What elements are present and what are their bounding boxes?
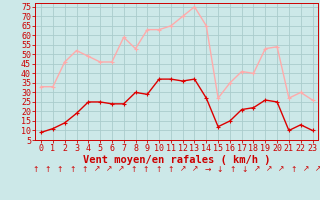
Text: ↗: ↗ — [192, 164, 198, 173]
Text: ↓: ↓ — [217, 164, 223, 173]
Text: ↑: ↑ — [32, 164, 38, 173]
Text: ↑: ↑ — [44, 164, 51, 173]
Text: ↗: ↗ — [315, 164, 320, 173]
Text: ↑: ↑ — [155, 164, 162, 173]
Text: ↗: ↗ — [93, 164, 100, 173]
X-axis label: Vent moyen/en rafales ( km/h ): Vent moyen/en rafales ( km/h ) — [83, 155, 270, 165]
Text: ↑: ↑ — [131, 164, 137, 173]
Text: ↑: ↑ — [229, 164, 236, 173]
Text: ↗: ↗ — [106, 164, 112, 173]
Text: ↓: ↓ — [241, 164, 248, 173]
Text: ↗: ↗ — [266, 164, 272, 173]
Text: ↑: ↑ — [69, 164, 75, 173]
Text: ↑: ↑ — [143, 164, 149, 173]
Text: ↗: ↗ — [254, 164, 260, 173]
Text: →: → — [204, 164, 211, 173]
Text: ↗: ↗ — [303, 164, 309, 173]
Text: ↑: ↑ — [57, 164, 63, 173]
Text: ↗: ↗ — [180, 164, 186, 173]
Text: ↑: ↑ — [81, 164, 88, 173]
Text: ↗: ↗ — [278, 164, 285, 173]
Text: ↑: ↑ — [167, 164, 174, 173]
Text: ↗: ↗ — [118, 164, 124, 173]
Text: ↑: ↑ — [291, 164, 297, 173]
